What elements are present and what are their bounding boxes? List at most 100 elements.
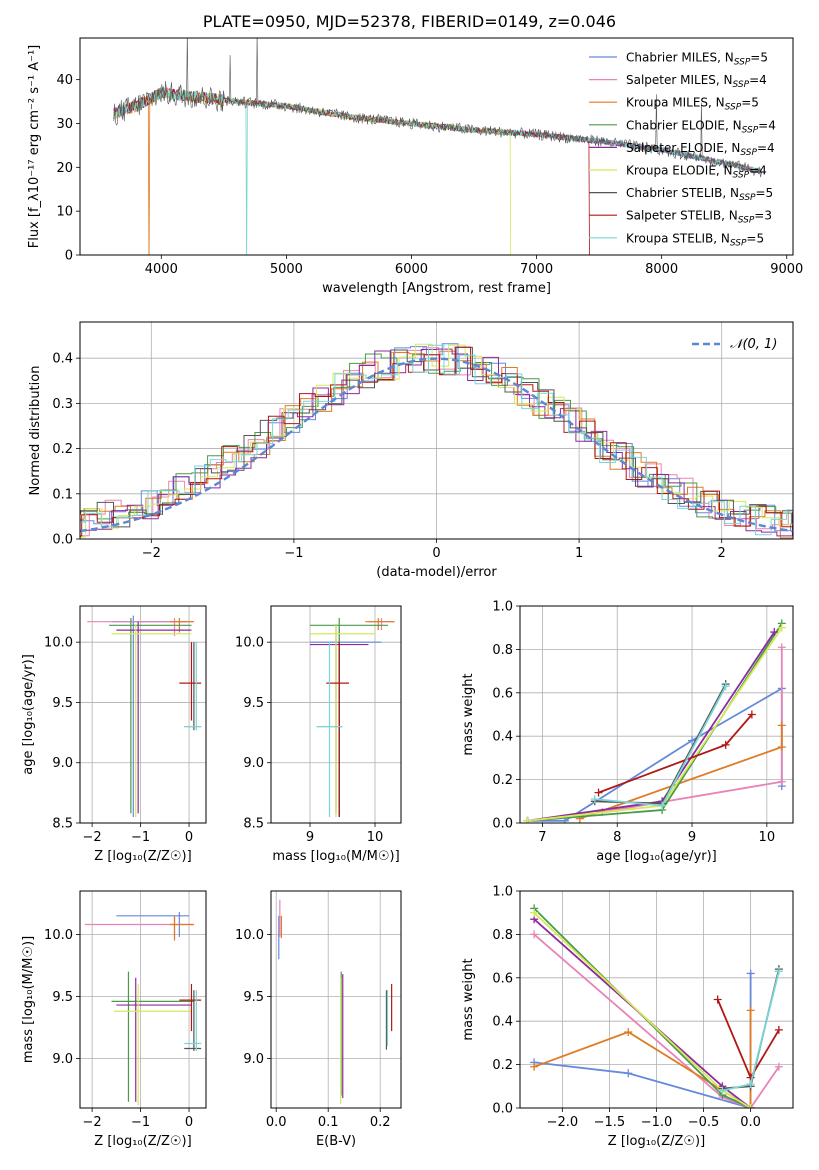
x-tick-label: −2.0 [547, 1115, 579, 1130]
x-tick-label: 6000 [395, 262, 428, 277]
x-axis-label: wavelength [Angstrom, rest frame] [322, 281, 551, 296]
spectrum-kroupa_stelib [113, 87, 762, 255]
plus-marker [721, 740, 730, 749]
series-line [533, 912, 752, 1108]
plus-marker [746, 1104, 755, 1108]
x-axis-label: (data-model)/error [376, 565, 497, 580]
legend-label: Chabrier STELIB, NSSP=5 [626, 186, 773, 203]
axes-frame [270, 890, 402, 1109]
y-tick-label: 0.0 [492, 817, 513, 832]
x-tick-label: −1.5 [594, 1115, 626, 1130]
series-line [594, 683, 727, 805]
point-salpeter_stelib [179, 642, 202, 721]
series-salpeter_stelib [713, 995, 783, 1082]
y-tick-label: 0.2 [52, 442, 73, 457]
y-tick-label: 0.8 [492, 928, 513, 943]
plus-marker [747, 710, 756, 719]
point-kroupa_stelib [184, 642, 202, 731]
y-tick-label: 10 [56, 205, 73, 220]
plus-marker [746, 1080, 755, 1089]
y-tick-label: 1.0 [492, 885, 513, 900]
plus-marker [590, 795, 599, 804]
plus-marker [746, 1006, 755, 1015]
y-tick-label: 20 [56, 161, 73, 176]
legend-label: Salpeter STELIB, NSSP=3 [626, 209, 772, 226]
x-axis-label: Z [log₁₀(Z/Z☉)] [94, 1134, 191, 1149]
x-tick-label: 7000 [520, 262, 553, 277]
x-axis-label: Z [log₁₀(Z/Z☉)] [94, 849, 191, 864]
histogram-kroupa_miles [80, 350, 793, 539]
series-kroupa_elodie [530, 908, 755, 1108]
x-tick-label: 1 [575, 546, 583, 561]
y-tick-label: 0.4 [492, 730, 513, 745]
y-axis-label: Normed distribution [28, 366, 43, 496]
y-tick-label: 8.5 [52, 817, 73, 832]
axes-frame [519, 890, 794, 1109]
y-tick-label: 0.4 [492, 1015, 513, 1030]
mass_vs_ebv-panel: 0.0 0.1 0.2 9.0 9.5 10.0 E(B-V) [235, 890, 402, 1149]
histogram-salpeter_stelib [80, 346, 793, 537]
point-kroupa_elodie [310, 624, 375, 817]
y-tick-label: 0.4 [52, 352, 73, 367]
plus-marker [774, 967, 783, 976]
spectrum-kroupa_miles [113, 86, 762, 255]
x-tick-label: −2 [142, 546, 161, 561]
axes-frame [519, 605, 794, 824]
point-kroupa_miles [365, 618, 395, 631]
plus-marker [530, 930, 539, 939]
age_vs_mass-panel: 9 10 8.5 9.0 9.5 10.0 mass [log₁₀(M/M☉)] [235, 605, 402, 864]
x-tick-label: 10 [367, 830, 384, 845]
spectrum-panel: 4000 5000 6000 7000 8000 9000 0 10 20 30 40 wavelen… [27, 37, 803, 296]
y-tick-label: 9.0 [243, 756, 264, 771]
axes-frame [79, 890, 207, 1109]
point-kroupa_miles [169, 915, 194, 941]
plus-marker [594, 788, 603, 797]
legend-label: Kroupa MILES, NSSP=5 [626, 96, 759, 113]
series-salpeter_elodie [523, 628, 779, 823]
spectrum-chabrier_stelib [113, 38, 762, 178]
y-tick-label: 40 [56, 73, 73, 88]
legend-label: Salpeter MILES, NSSP=4 [626, 73, 767, 90]
series-kroupa_stelib [590, 682, 730, 810]
y-tick-label: 9.0 [52, 756, 73, 771]
y-tick-label: 0.3 [52, 397, 73, 412]
x-tick-label: 9 [306, 830, 314, 845]
point-chabrier_elodie [109, 618, 192, 814]
x-tick-label: 10 [759, 830, 776, 845]
plus-marker [713, 995, 722, 1004]
y-tick-label: 0.0 [492, 1102, 513, 1117]
x-axis-label: Z [log₁₀(Z/Z☉)] [608, 1134, 705, 1149]
x-axis-label: age [log₁₀(age/yr)] [596, 849, 717, 864]
weight_vs_age-panel: 7 8 9 10 0.0 0.2 0.4 0.6 0.8 1.0 age [log₁₀(age/yr… [461, 600, 794, 864]
weight_vs_z-panel: −2.0 −1.5 −1.0 −0.5 0.0 0.0 0.2 0.4 0.6 0.8 1.0 Z [… [461, 885, 794, 1149]
histogram-chabrier_elodie [80, 353, 793, 525]
series-salpeter_stelib [594, 710, 756, 797]
histogram-kroupa_stelib [80, 344, 793, 536]
y-tick-label: 0.6 [492, 971, 513, 986]
y-tick-label: 0.2 [492, 773, 513, 788]
x-tick-label: 0 [185, 830, 193, 845]
x-tick-label: −1.0 [641, 1115, 673, 1130]
x-tick-label: 0.0 [266, 1115, 287, 1130]
legend-label: Chabrier ELODIE, NSSP=4 [626, 118, 776, 135]
x-axis-label: mass [log₁₀(M/M☉)] [272, 849, 399, 864]
y-tick-label: 0.0 [52, 533, 73, 548]
axes-frame [79, 37, 794, 256]
y-tick-label: 9.0 [243, 1052, 264, 1067]
plus-marker [746, 969, 755, 978]
x-tick-label: 2 [718, 546, 726, 561]
axes-frame [270, 605, 402, 824]
series-line [533, 1010, 752, 1108]
spectrum-kroupa_elodie [113, 88, 512, 255]
plus-marker [774, 1025, 783, 1034]
plus-marker [770, 628, 779, 637]
plus-marker [774, 1062, 783, 1071]
point-salpeter_elodie [116, 977, 192, 1102]
x-tick-label: −0.5 [688, 1115, 720, 1130]
y-axis-label: mass [log₁₀(M/M☉)] [21, 936, 36, 1063]
x-tick-label: 7 [538, 830, 546, 845]
x-tick-label: 8000 [645, 262, 678, 277]
x-tick-label: −1 [131, 1115, 150, 1130]
legend-label: Kroupa STELIB, NSSP=5 [626, 231, 764, 248]
